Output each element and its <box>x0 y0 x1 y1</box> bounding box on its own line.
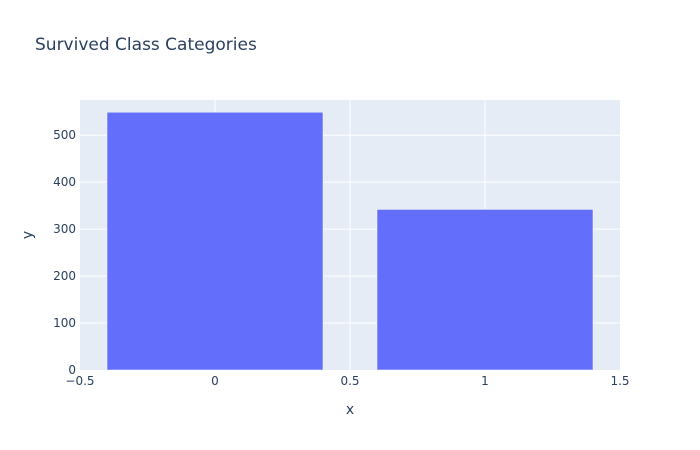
y-tick-label: 200 <box>53 269 76 283</box>
bar <box>376 209 594 371</box>
y-axis-title: y <box>20 231 36 239</box>
x-tick-label: 0 <box>211 374 219 388</box>
y-tick-label: 400 <box>53 175 76 189</box>
bar <box>106 111 324 371</box>
y-tick-label: 100 <box>53 316 76 330</box>
y-tick-label: 0 <box>68 363 76 377</box>
x-tick-label: 1 <box>481 374 489 388</box>
y-axis-ticks: 0 100 200 300 400 500 <box>53 128 76 377</box>
y-tick-label: 300 <box>53 222 76 236</box>
x-tick-label: −0.5 <box>65 374 94 388</box>
x-axis-ticks: −0.5 0 0.5 1 1.5 <box>65 374 629 388</box>
x-tick-label: 0.5 <box>340 374 359 388</box>
y-tick-label: 500 <box>53 128 76 142</box>
bars <box>106 111 594 371</box>
x-axis-title: x <box>346 402 354 418</box>
x-tick-label: 1.5 <box>610 374 629 388</box>
chart-title: Survived Class Categories <box>35 35 257 55</box>
